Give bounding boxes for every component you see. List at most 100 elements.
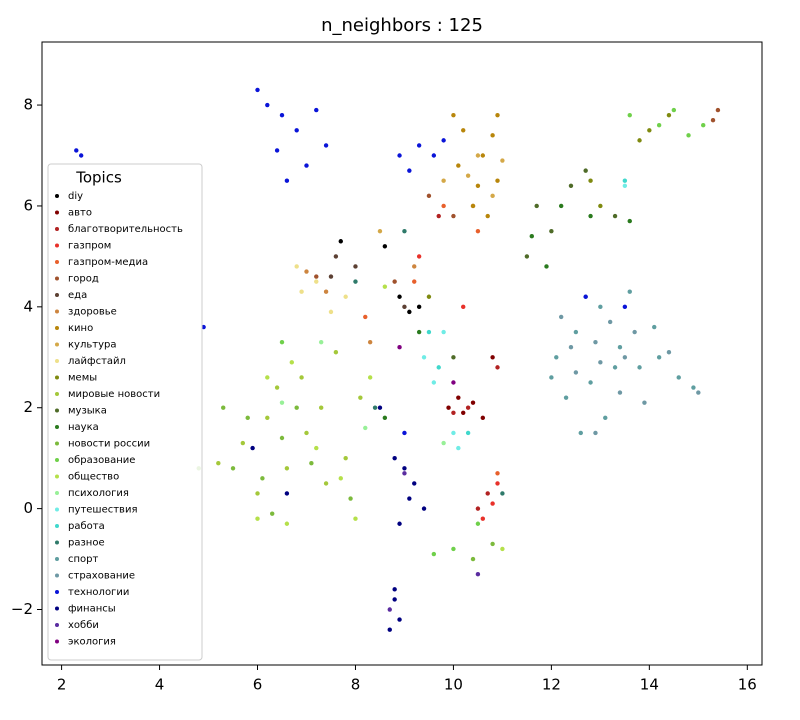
point	[314, 279, 319, 284]
legend-marker	[55, 243, 59, 248]
legend-marker	[55, 227, 59, 231]
legend-label: работа	[68, 521, 105, 532]
legend-label: кино	[68, 323, 93, 334]
point	[588, 178, 593, 183]
point	[284, 466, 290, 471]
point	[461, 304, 466, 310]
point	[328, 309, 334, 315]
point	[387, 627, 392, 632]
point	[343, 294, 348, 299]
point	[475, 183, 481, 188]
point	[470, 556, 476, 562]
point	[676, 375, 681, 380]
point	[333, 254, 339, 259]
point	[353, 279, 358, 284]
point	[441, 203, 446, 209]
point	[490, 541, 495, 547]
point	[475, 571, 481, 577]
point	[485, 491, 490, 496]
legend-label: хобби	[68, 620, 99, 631]
legend-label: газпром-медиа	[68, 257, 148, 268]
y-tick-label: 0	[23, 499, 33, 517]
point	[715, 107, 721, 113]
point	[598, 304, 603, 310]
point	[534, 203, 539, 209]
point	[240, 440, 246, 446]
x-tick-label: 8	[351, 676, 361, 694]
point	[598, 203, 603, 209]
point	[480, 415, 486, 421]
legend-marker	[55, 276, 59, 281]
point	[671, 107, 677, 113]
point	[588, 380, 593, 385]
legend-marker	[55, 590, 59, 594]
point	[279, 112, 285, 118]
legend-label: мемы	[68, 373, 97, 384]
point	[436, 213, 441, 219]
legend-label: газпром	[68, 241, 111, 252]
point	[632, 329, 637, 335]
point	[451, 546, 456, 552]
legend-label: здоровье	[68, 307, 117, 318]
point	[500, 491, 505, 496]
point	[392, 279, 397, 284]
point	[260, 476, 265, 481]
point	[701, 123, 706, 128]
point	[666, 350, 672, 355]
point	[392, 587, 397, 592]
legend-label: город	[68, 274, 99, 285]
x-tick-label: 6	[253, 676, 263, 694]
point	[470, 400, 476, 405]
point	[289, 360, 294, 365]
point	[294, 264, 299, 269]
point	[441, 178, 446, 183]
point	[490, 133, 495, 138]
legend-label: образование	[68, 455, 135, 466]
point	[544, 264, 549, 269]
point	[451, 355, 456, 360]
point	[622, 183, 628, 188]
point	[558, 314, 564, 320]
point	[451, 410, 456, 415]
point	[387, 607, 392, 612]
point	[500, 546, 505, 552]
legend-label: разное	[68, 538, 105, 549]
legend-label: путешествия	[68, 505, 137, 516]
point	[353, 264, 358, 269]
point	[221, 405, 226, 410]
point	[367, 339, 373, 345]
x-tick-label: 4	[155, 676, 165, 694]
x-tick-label: 10	[444, 676, 463, 694]
point	[490, 501, 495, 506]
y-tick-label: 4	[23, 297, 33, 315]
legend-marker	[55, 524, 59, 528]
chart-title: n_neighbors : 125	[321, 15, 483, 36]
point	[323, 289, 329, 294]
point	[465, 405, 471, 410]
point	[529, 234, 534, 239]
point	[274, 148, 280, 153]
point	[691, 385, 696, 390]
x-tick-label: 16	[738, 676, 757, 694]
point	[216, 461, 221, 466]
point	[456, 445, 461, 451]
point	[475, 521, 481, 526]
point	[578, 430, 583, 436]
legend-marker	[55, 392, 59, 396]
y-tick-label: 6	[23, 196, 33, 214]
point	[402, 466, 407, 471]
point	[284, 491, 290, 496]
point	[451, 112, 456, 118]
legend-marker	[55, 342, 59, 347]
point	[656, 355, 662, 360]
point	[402, 228, 407, 234]
point	[348, 496, 353, 501]
x-tick-label: 12	[542, 676, 561, 694]
point	[647, 128, 652, 133]
point	[656, 123, 662, 128]
point	[416, 143, 422, 148]
point	[568, 344, 574, 350]
legend-marker	[55, 375, 59, 380]
point	[637, 138, 642, 143]
point	[314, 107, 319, 113]
